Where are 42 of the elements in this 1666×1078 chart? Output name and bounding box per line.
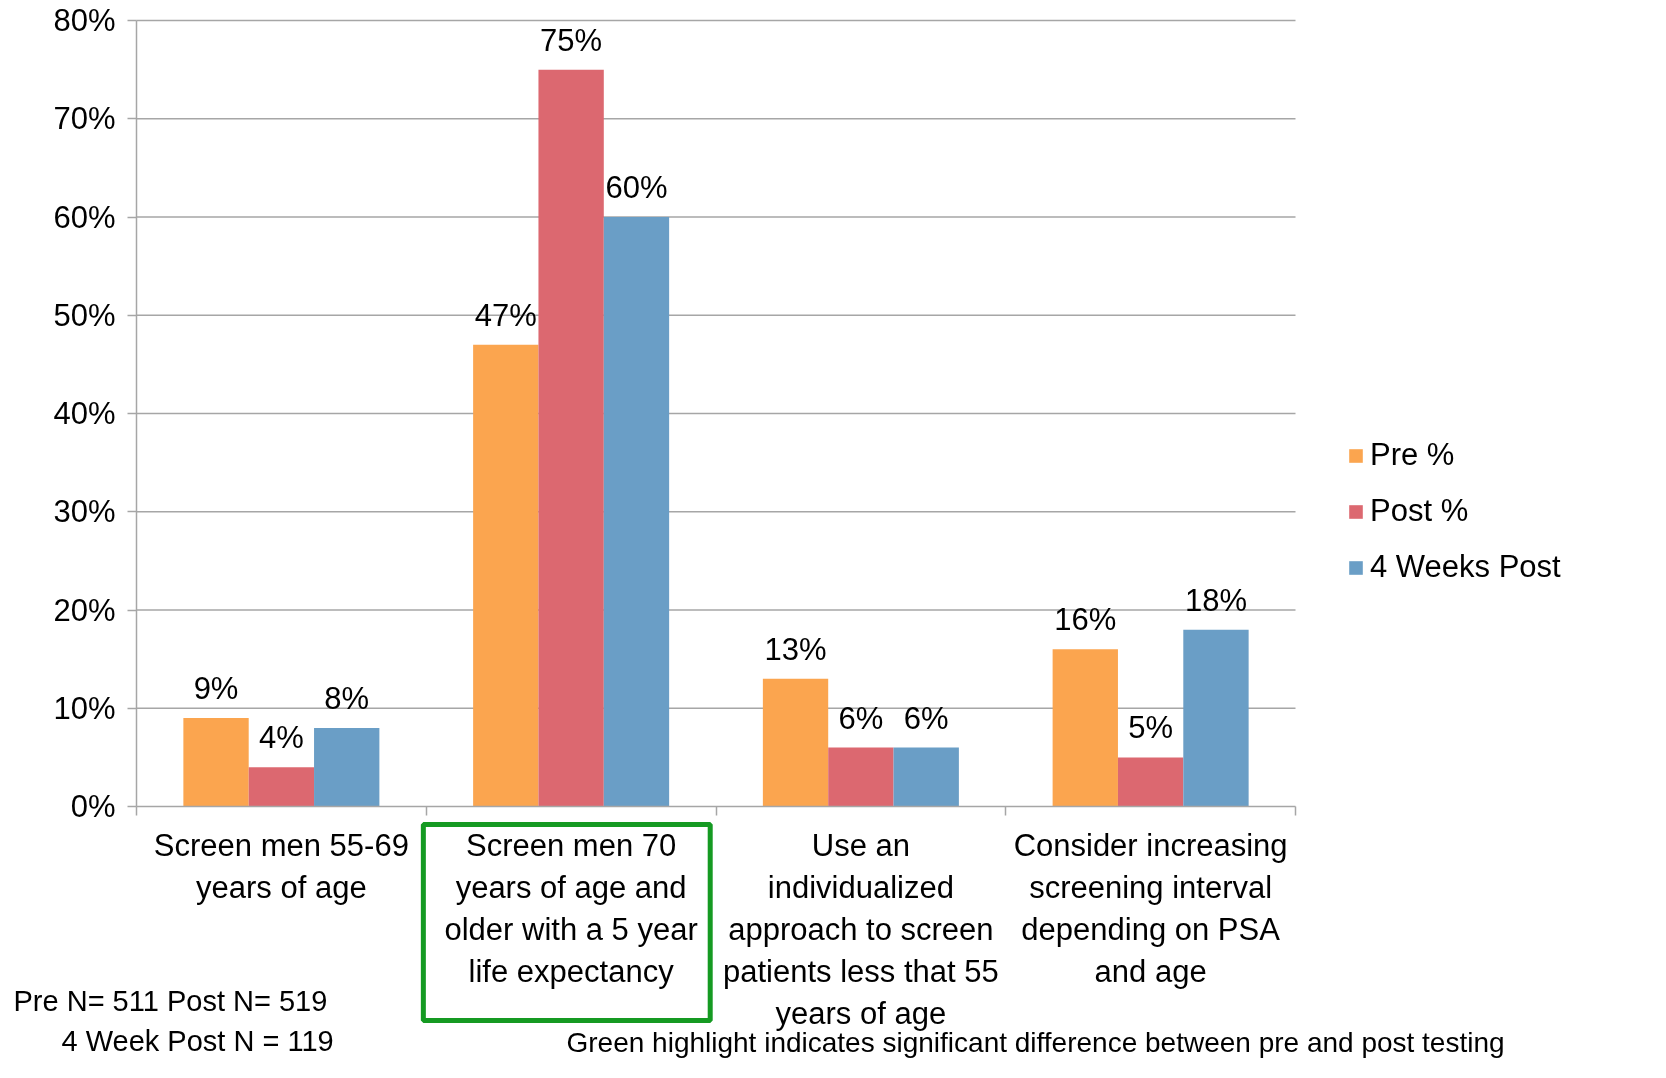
data-label: 60% — [605, 170, 668, 205]
x-tick-label: Consider increasing screening interval depending on PSA and age — [1013, 827, 1288, 989]
bar — [762, 678, 829, 807]
bar — [248, 767, 315, 807]
legend-label: Pre % — [1370, 437, 1455, 473]
text: 4 Week Post N = 119 — [61, 1024, 334, 1057]
text: Pre N= 511 Post N= 519 — [13, 984, 328, 1017]
y-tick-label: 50% — [53, 297, 116, 333]
data-label: 13% — [764, 631, 827, 667]
y-tick-label: 30% — [53, 494, 116, 530]
y-tick-label: 60% — [53, 199, 116, 235]
bar — [314, 727, 380, 807]
bar — [1052, 649, 1118, 807]
data-label: 75% — [540, 22, 603, 58]
x-tick-label: Screen men 70 years of age and older with a 5 year life expectancy — [444, 827, 698, 989]
data-label: 5% — [1128, 710, 1174, 746]
y-tick-label: 70% — [53, 101, 116, 137]
data-label: 6% — [903, 700, 949, 736]
data-label: 47% — [474, 297, 537, 333]
y-tick-label: 40% — [53, 396, 116, 431]
data-label: 6% — [838, 700, 884, 736]
bar — [1183, 629, 1249, 807]
data-label: 4% — [258, 720, 304, 756]
bar — [473, 344, 539, 807]
data-label: 18% — [1184, 582, 1247, 618]
y-tick-label: 0% — [70, 789, 116, 824]
x-tick-label: Use an individualized approach to screen patients less that 55 years of age — [723, 827, 999, 1031]
x-tick-label: Screen men 55-69 years of age — [153, 827, 409, 905]
y-tick-label: 10% — [53, 690, 116, 726]
data-label: 8% — [324, 680, 370, 716]
legend-label: 4 Weeks Post — [1370, 549, 1561, 585]
bar — [828, 747, 894, 807]
data-label: 16% — [1054, 602, 1117, 638]
bar — [1117, 757, 1184, 807]
legend-label: Post % — [1370, 493, 1469, 529]
data-label: 9% — [193, 671, 239, 707]
bar — [538, 69, 604, 807]
y-tick-label: 20% — [53, 592, 116, 628]
bar — [603, 217, 670, 807]
bar — [893, 747, 959, 807]
y-tick-label: 80% — [53, 3, 116, 38]
bar — [183, 718, 249, 807]
